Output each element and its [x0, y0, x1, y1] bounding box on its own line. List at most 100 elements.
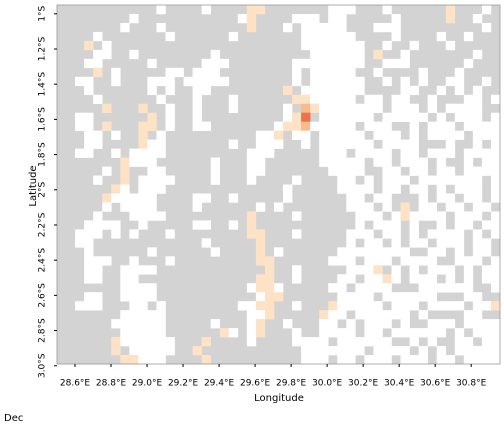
- cell: [400, 175, 410, 185]
- cell: [346, 337, 356, 347]
- cell: [391, 247, 401, 257]
- cell: [337, 121, 347, 131]
- cell: [481, 202, 492, 212]
- cell: [129, 355, 139, 365]
- cell: [93, 94, 103, 105]
- cell: [346, 265, 356, 275]
- cell: [328, 58, 338, 69]
- cell: [283, 319, 293, 329]
- cell: [373, 283, 383, 293]
- cell: [129, 157, 139, 167]
- cell: [490, 139, 501, 149]
- cell: [463, 175, 474, 185]
- cell: [427, 211, 438, 221]
- cell: [472, 85, 483, 96]
- cell: [436, 157, 447, 167]
- cell: [391, 166, 401, 176]
- cell: [183, 76, 193, 87]
- cell: [472, 229, 483, 239]
- cell: [445, 5, 456, 15]
- cell: [355, 346, 365, 356]
- cell: [84, 247, 94, 257]
- cell: [472, 121, 483, 131]
- x-axis-title: Longitude: [254, 393, 304, 404]
- cell: [472, 202, 483, 212]
- cell: [409, 265, 419, 275]
- cell: [138, 310, 148, 320]
- cell: [427, 301, 438, 311]
- cell: [490, 346, 501, 356]
- cell: [418, 283, 428, 293]
- cell: [255, 5, 266, 15]
- cell: [337, 139, 347, 149]
- cell: [301, 103, 311, 113]
- cell: [373, 355, 383, 365]
- cell: [382, 292, 392, 302]
- cell: [129, 148, 139, 158]
- cell: [337, 76, 347, 87]
- cell: [174, 67, 184, 78]
- cell: [490, 211, 501, 221]
- cell: [147, 175, 157, 185]
- cell: [364, 247, 374, 257]
- y-tick-label: 1.6°S: [38, 107, 48, 132]
- cell: [147, 85, 157, 96]
- cell: [454, 202, 465, 212]
- cell: [319, 121, 329, 131]
- cell: [346, 184, 356, 194]
- cell: [400, 157, 410, 167]
- cell: [445, 40, 456, 51]
- cell: [391, 31, 401, 42]
- cell: [391, 346, 401, 356]
- cell: [319, 139, 329, 149]
- cell: [337, 22, 347, 33]
- cell: [328, 166, 338, 176]
- cell: [165, 256, 175, 266]
- cell: [472, 346, 483, 356]
- cell: [472, 148, 483, 158]
- cell: [264, 130, 275, 140]
- cell: [165, 112, 175, 122]
- cell: [337, 310, 347, 320]
- cell: [129, 346, 139, 356]
- cell: [120, 193, 130, 203]
- cell: [481, 238, 492, 248]
- cell: [93, 139, 103, 149]
- cell: [120, 337, 130, 347]
- cell: [138, 346, 148, 356]
- cell: [337, 40, 347, 51]
- cell: [93, 175, 103, 185]
- cell: [445, 166, 456, 176]
- cell: [255, 319, 266, 329]
- cell: [138, 283, 148, 293]
- cell: [373, 103, 383, 113]
- cell: [337, 5, 347, 15]
- cell: [292, 112, 302, 122]
- cell: [346, 112, 356, 122]
- y-tick-label: 2.4°S: [38, 248, 48, 273]
- cell: [481, 265, 492, 275]
- cell: [283, 103, 293, 113]
- cell: [418, 346, 428, 356]
- cell: [463, 184, 474, 194]
- cell: [346, 40, 356, 51]
- cell: [301, 94, 311, 105]
- cell: [391, 274, 401, 284]
- cell: [255, 310, 266, 320]
- cell: [427, 337, 438, 347]
- cell: [138, 139, 148, 149]
- cell: [436, 121, 447, 131]
- cell: [264, 148, 275, 158]
- cell: [409, 256, 419, 266]
- cell: [481, 301, 492, 311]
- cell: [84, 220, 94, 230]
- cell: [472, 355, 483, 365]
- cell: [246, 148, 257, 158]
- cell: [84, 265, 94, 275]
- cell: [454, 184, 465, 194]
- cell: [246, 337, 257, 347]
- cell: [409, 148, 419, 158]
- cell: [147, 247, 157, 257]
- cell: [436, 283, 447, 293]
